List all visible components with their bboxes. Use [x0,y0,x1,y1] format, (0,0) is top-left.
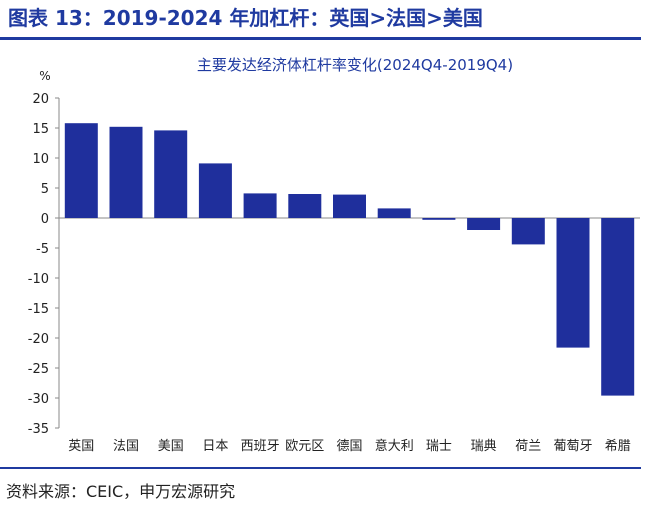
x-tick-label: 荷兰 [515,439,541,454]
x-tick-label: 法国 [113,439,139,454]
title-divider [0,37,641,40]
x-tick-label: 葡萄牙 [553,439,592,454]
y-tick-label: 0 [41,212,49,227]
bar [377,208,411,218]
bar [288,194,322,218]
figure-title: 图表 13：2019-2024 年加杠杆：英国>法国>美国 [8,6,483,30]
y-tick-label: -30 [28,392,49,407]
bar [333,194,366,218]
bar [109,126,143,218]
y-tick-label: 15 [32,122,49,137]
bar [556,218,590,348]
y-tick-label: -10 [28,272,49,287]
y-tick-label: -20 [28,332,49,347]
bar [601,218,635,396]
y-tick-label: -5 [36,242,49,257]
y-tick-label: -15 [28,302,49,317]
x-tick-label: 欧元区 [285,439,324,454]
bar [198,163,232,218]
y-tick-label: -35 [28,422,49,437]
bar [511,218,545,245]
source-note: 资料来源：CEIC，申万宏源研究 [6,482,236,501]
x-tick-label: 希腊 [605,439,631,454]
chart-title: 主要发达经济体杠杆率变化(2024Q4-2019Q4) [197,56,513,74]
x-axis-labels: 英国 法国 美国 日本 西班牙 欧元区 德国 意大利 瑞士 瑞典 荷兰 葡萄牙 希腊 [68,438,630,454]
bar-chart: 主要发达经济体杠杆率变化(2024Q4-2019Q4) % 20 15 10 5 0 -5… [28,56,640,454]
y-axis-unit-label: % [39,69,50,83]
x-tick-label: 意大利 [375,438,414,454]
bar [467,218,501,230]
source-divider [0,467,641,469]
bar [243,193,277,218]
x-tick-label: 德国 [336,439,362,454]
x-tick-label: 瑞典 [471,439,497,454]
bar [422,218,456,220]
y-tick-label: 20 [32,92,49,107]
y-tick-label: 5 [41,182,49,197]
x-tick-label: 瑞士 [426,439,452,454]
chart-container: 主要发达经济体杠杆率变化(2024Q4-2019Q4) % 20 15 10 5 0 -5… [0,44,660,464]
bar [64,123,98,218]
bar-series [64,123,635,396]
x-tick-label: 西班牙 [241,439,280,454]
x-tick-label: 美国 [158,439,184,454]
x-tick-label: 英国 [68,439,94,454]
x-tick-label: 日本 [202,439,228,454]
y-tick-label: 10 [32,152,49,167]
y-tick-label: -25 [28,362,49,377]
bar [154,130,188,218]
